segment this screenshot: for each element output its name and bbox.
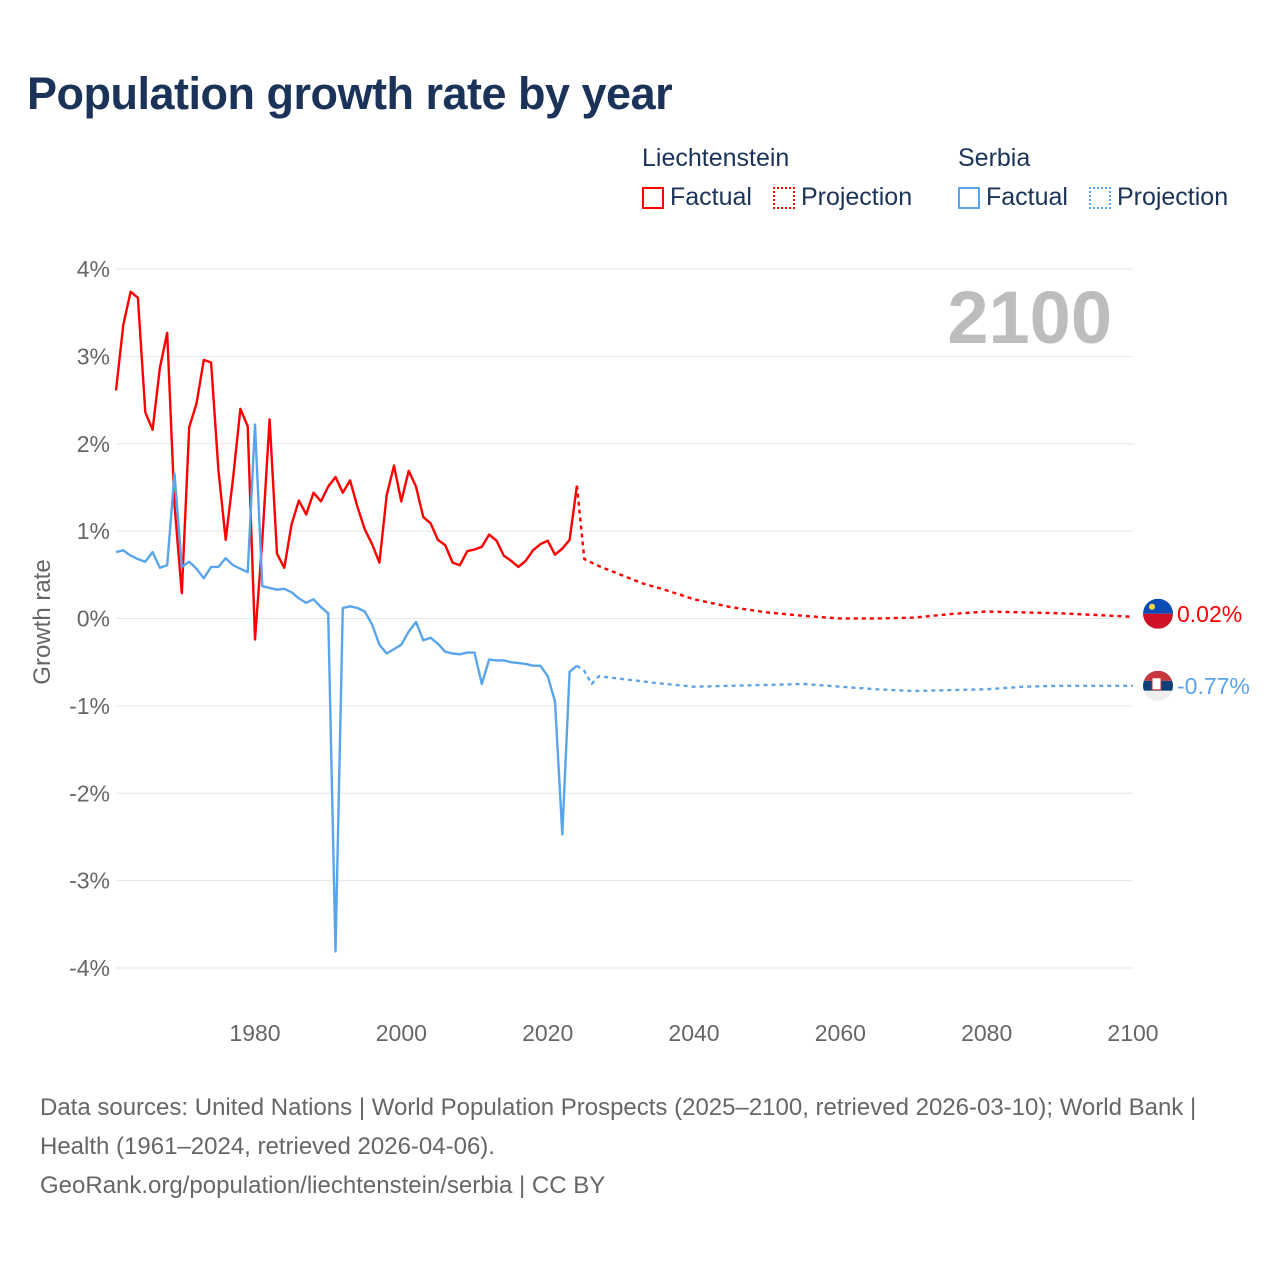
legend-liechtenstein-factual[interactable]: Factual bbox=[642, 183, 752, 212]
year-watermark: 2100 bbox=[947, 276, 1112, 359]
y-axis-label: Growth rate bbox=[29, 559, 56, 684]
line-serbia-projection bbox=[576, 664, 1133, 693]
flag-serbia-icon bbox=[1143, 670, 1173, 701]
legend-label: Projection bbox=[1116, 183, 1229, 211]
legend-swatch bbox=[1088, 186, 1111, 209]
x-tick-label: 1980 bbox=[229, 1020, 280, 1046]
y-tick-label: 4% bbox=[77, 256, 110, 282]
y-tick-label: -3% bbox=[69, 868, 110, 894]
legend-swatch bbox=[772, 186, 795, 209]
legend-serbia: Serbia Factual Projection bbox=[958, 144, 1242, 216]
chart-title: Population growth rate by year bbox=[27, 68, 673, 119]
line-liechtenstein-factual bbox=[114, 290, 579, 641]
legend-label: Factual bbox=[670, 183, 752, 211]
line-liechtenstein-projection bbox=[575, 485, 1134, 620]
flag-stripe bbox=[1143, 598, 1173, 614]
x-tick-label: 2000 bbox=[376, 1020, 427, 1046]
y-tick-label: 1% bbox=[77, 518, 110, 544]
y-tick-label: -1% bbox=[69, 693, 110, 719]
flag-stripe bbox=[1143, 670, 1173, 681]
flag-crown bbox=[1149, 603, 1155, 610]
footer: Data sources: United Nations | World Pop… bbox=[40, 1088, 1240, 1205]
y-tick-label: -4% bbox=[69, 955, 110, 981]
legend-swatch bbox=[642, 186, 664, 209]
flag-stripe bbox=[1143, 613, 1173, 629]
data-sources: Data sources: United Nations | World Pop… bbox=[40, 1094, 1197, 1160]
y-tick-label: -2% bbox=[69, 780, 110, 806]
legend-group-name: Serbia bbox=[958, 144, 1031, 172]
y-tick-label: 0% bbox=[77, 606, 110, 632]
end-label-liechtenstein: 0.02% bbox=[1177, 601, 1242, 627]
legend-liechtenstein: Liechtenstein Factual Projection bbox=[642, 144, 926, 216]
legend-liechtenstein-projection[interactable]: Projection bbox=[772, 183, 913, 212]
y-tick-label: 2% bbox=[77, 431, 110, 457]
source-link[interactable]: GeoRank.org/population/liechtenstein/ser… bbox=[40, 1172, 606, 1199]
legend-serbia-factual[interactable]: Factual bbox=[958, 183, 1068, 212]
y-tick-label: 3% bbox=[77, 343, 110, 369]
end-label-serbia: -0.77% bbox=[1177, 673, 1250, 699]
flag-liechtenstein-icon bbox=[1143, 598, 1173, 629]
legend-swatch bbox=[958, 186, 980, 209]
legend-label: Projection bbox=[800, 183, 913, 211]
x-tick-label: 2080 bbox=[961, 1020, 1012, 1046]
x-tick-label: 2020 bbox=[522, 1020, 573, 1046]
flag-body bbox=[1143, 670, 1173, 701]
flag-emblem bbox=[1151, 677, 1162, 691]
flag-body bbox=[1143, 598, 1173, 629]
legend-group-name: Liechtenstein bbox=[642, 144, 790, 172]
line-serbia-factual bbox=[115, 423, 578, 953]
x-tick-label: 2060 bbox=[815, 1020, 866, 1046]
x-tick-label: 2040 bbox=[668, 1020, 719, 1046]
legend-serbia-projection[interactable]: Projection bbox=[1088, 183, 1229, 212]
x-tick-label: 2100 bbox=[1107, 1020, 1158, 1046]
flag-stripe bbox=[1143, 690, 1173, 701]
legend-label: Factual bbox=[986, 183, 1068, 211]
